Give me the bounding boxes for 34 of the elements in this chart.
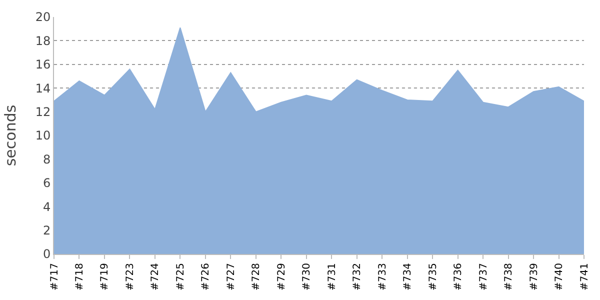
y-tick-label: 16 [35, 58, 51, 72]
x-tick-label: #735 [428, 263, 439, 290]
y-tick-label: 12 [35, 105, 51, 119]
x-tick-label: #731 [326, 263, 338, 290]
x-tick-label: #741 [579, 263, 590, 290]
y-tick-label: 6 [42, 176, 51, 190]
x-tick-label: #725 [175, 263, 186, 290]
x-tick-label: #738 [504, 263, 515, 290]
y-tick-label: 14 [35, 81, 51, 96]
x-tick-label: #739 [528, 263, 540, 290]
y-tick-label: 20 [35, 10, 51, 24]
x-tick-label: #736 [453, 263, 464, 290]
x-tick-label: #723 [124, 263, 136, 290]
y-tick-label: 8 [42, 152, 51, 166]
x-tick-label: #728 [251, 263, 262, 290]
y-tick-label: 10 [35, 128, 51, 143]
x-tick-label: #733 [377, 263, 388, 290]
x-tick-label: #718 [74, 263, 86, 290]
y-axis-title: seconds [2, 104, 20, 166]
x-tick-label: #726 [200, 263, 212, 290]
y-tick-label: 4 [42, 200, 51, 214]
x-tick-label: #719 [100, 263, 111, 290]
x-tick-label: #737 [478, 263, 490, 290]
x-tick-label: #729 [276, 263, 288, 290]
x-tick-label: #734 [402, 263, 414, 290]
x-tick-label: #727 [226, 263, 237, 290]
x-tick-label: #717 [49, 263, 60, 290]
x-tick-label: #732 [352, 263, 364, 290]
y-tick-label: 2 [42, 224, 51, 238]
x-tick-label: #730 [302, 263, 313, 290]
x-tick-label: #724 [150, 263, 162, 290]
y-tick-label: 0 [42, 247, 51, 262]
y-tick-label: 18 [35, 34, 51, 48]
x-tick-label: #740 [554, 263, 566, 290]
